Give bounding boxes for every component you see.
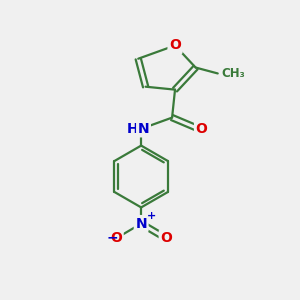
Text: H: H: [127, 122, 138, 136]
Text: O: O: [196, 122, 208, 136]
Text: N: N: [135, 217, 147, 231]
Text: N: N: [138, 122, 149, 136]
Text: O: O: [169, 38, 181, 52]
Text: −: −: [107, 230, 118, 244]
Text: O: O: [110, 231, 122, 245]
Text: O: O: [160, 231, 172, 245]
Text: +: +: [147, 211, 156, 221]
Text: CH₃: CH₃: [221, 67, 245, 80]
